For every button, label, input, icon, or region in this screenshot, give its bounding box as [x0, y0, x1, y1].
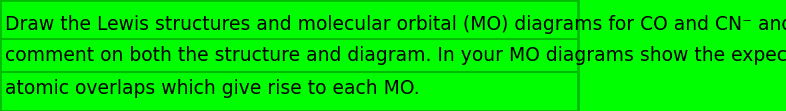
Text: Draw the Lewis structures and molecular orbital (MO) diagrams for CO and CN⁻ and: Draw the Lewis structures and molecular …	[5, 15, 786, 34]
Text: atomic overlaps which give rise to each MO.: atomic overlaps which give rise to each …	[5, 79, 419, 98]
Text: comment on both the structure and diagram. In your MO diagrams show the expected: comment on both the structure and diagra…	[5, 46, 786, 65]
